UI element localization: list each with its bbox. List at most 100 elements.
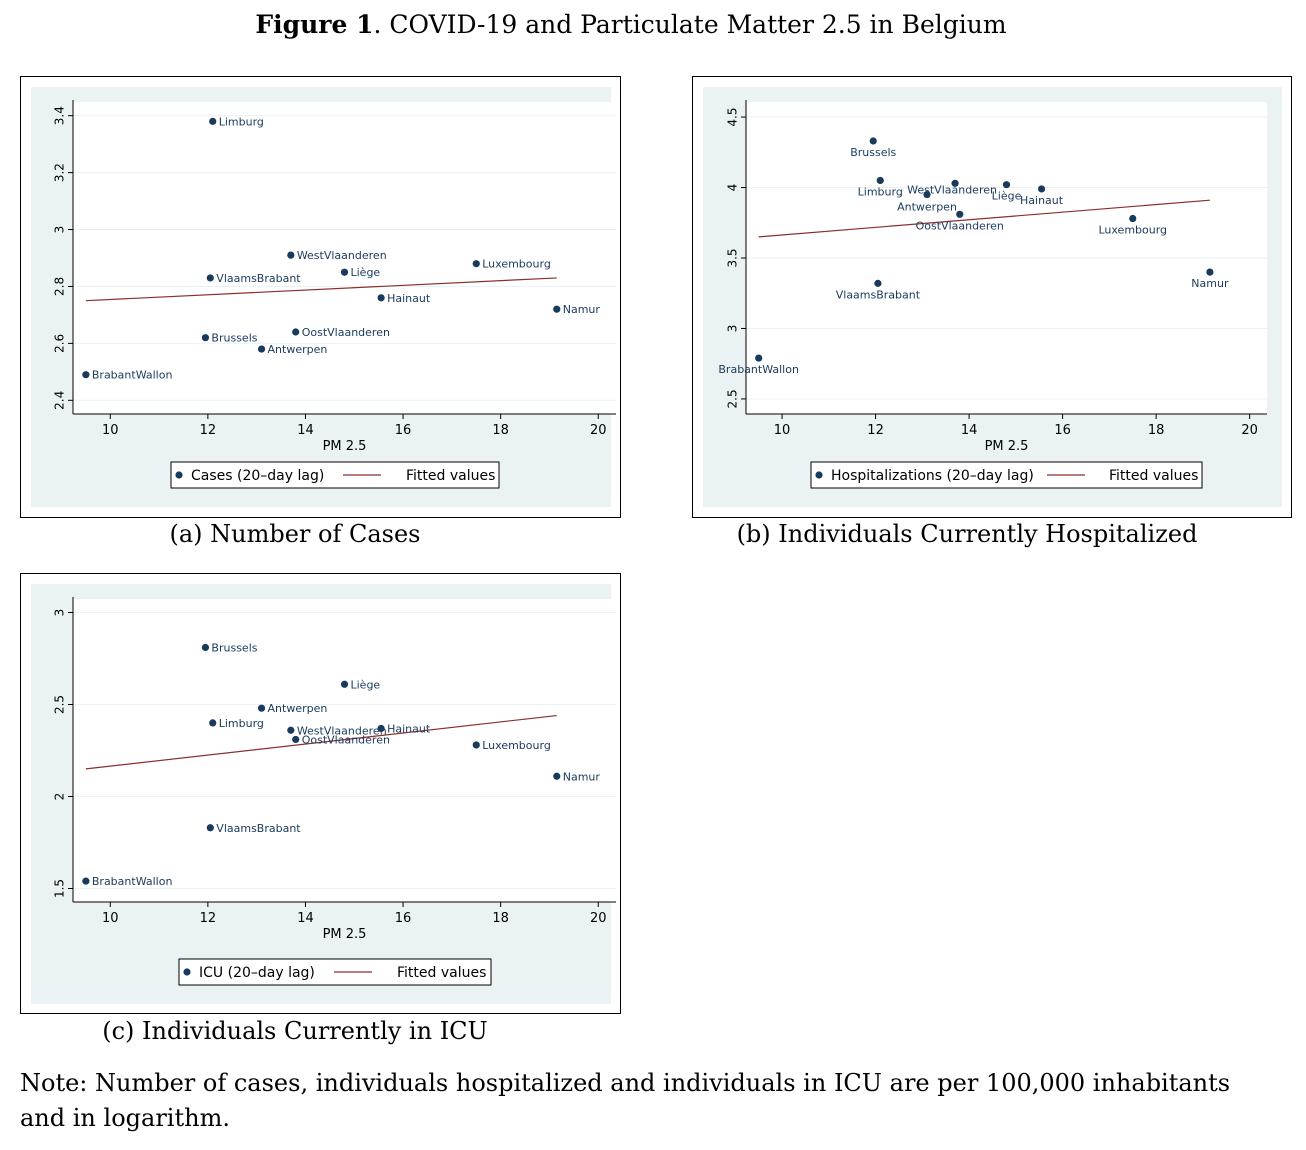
chart-b-point-limburg (876, 176, 884, 185)
chart-c-x-tick-label: 18 (492, 911, 509, 926)
chart-c-point-label: WestVlaanderen (297, 724, 387, 737)
chart-b-x-tick-label: 18 (1148, 423, 1165, 438)
chart-b-point-label: Antwerpen (897, 201, 957, 214)
chart-a-x-tick-label: 10 (102, 423, 119, 438)
chart-b-svg: 2.5 3 3.5 4 4.5 10 12 14 16 18 20 PM 2.5 Brussels Lim… (703, 87, 1282, 507)
chart-a-point-oostvlaanderen (292, 328, 300, 336)
chart-a-point-brussels (201, 334, 210, 342)
chart-c-point-brabantwallon (82, 877, 90, 885)
chart-c-point-westvlaanderen (287, 726, 295, 734)
figure-label: Figure 1 (255, 10, 374, 39)
chart-b-y-tick-label: 3 (726, 325, 740, 333)
chart-b-x-tick-label: 16 (1054, 423, 1071, 438)
chart-a-svg: 2.4 2.6 2.8 3 3.2 3.4 10 12 14 16 18 20 PM 2.5 Limbur… (31, 87, 616, 507)
chart-b-point-hainaut (1037, 185, 1046, 193)
chart-b-point-liège (1002, 181, 1011, 189)
chart-b-fitted-line (758, 199, 1210, 238)
chart-b-point-label: VlaamsBrabant (836, 288, 921, 301)
chart-a-x-tick-label: 14 (297, 423, 314, 438)
chart-a-point-brabantwallon (82, 371, 90, 379)
chart-a-point-label: Limburg (219, 115, 264, 128)
chart-b-point-label: OostVlaanderen (916, 219, 1004, 232)
chart-c-legend-marker (183, 968, 191, 976)
chart-b-point-label: Luxembourg (1098, 224, 1167, 237)
chart-a-point-antwerpen (257, 345, 266, 353)
chart-c-point-label: OostVlaanderen (302, 733, 390, 746)
chart-c-x-tick-label: 10 (102, 911, 119, 926)
chart-b-x-axis-label: PM 2.5 (985, 439, 1029, 454)
chart-a-point-label: WestVlaanderen (297, 249, 387, 262)
chart-a-x-tick-label: 20 (590, 423, 607, 438)
chart-a-legend-fit-label: Fitted values (406, 468, 495, 484)
chart-b-x-tick-label: 14 (961, 423, 978, 438)
chart-a-legend-scatter-label: Cases (20–day lag) (191, 468, 324, 484)
chart-b-y-tick-label: 4.5 (726, 108, 740, 127)
chart-a-fitted-line (85, 277, 557, 302)
chart-b-point-luxembourg (1129, 214, 1137, 223)
chart-a-x-tick-label: 12 (200, 423, 217, 438)
chart-a-point-label: VlaamsBrabant (216, 272, 301, 285)
chart-b-point-brussels (869, 137, 877, 145)
chart-c-fitted-line (85, 714, 557, 770)
chart-a-point-label: Namur (563, 303, 601, 316)
chart-b-point-label: Namur (1191, 277, 1229, 290)
chart-b-point-label: Hainaut (1020, 194, 1064, 207)
chart-b-legend-scatter-label: Hospitalizations (20–day lag) (831, 468, 1034, 484)
chart-a-y-tick-label: 3.2 (53, 163, 67, 182)
chart-c-x-tick-label: 20 (590, 911, 607, 926)
chart-b-point-oostvlaanderen (956, 210, 964, 218)
chart-b-point-vlaamsbrabant (874, 279, 882, 287)
panel-a: 2.4 2.6 2.8 3 3.2 3.4 10 12 14 16 18 20 PM 2.5 Limbur… (20, 76, 621, 518)
chart-a-legend (170, 461, 500, 489)
chart-a-point-namur (553, 305, 561, 313)
chart-c-y-tick-label: 3 (53, 609, 67, 617)
chart-a-y-tick-label: 3 (53, 226, 67, 234)
chart-c-point-antwerpen (257, 704, 266, 712)
chart-b-point-label: Limburg (858, 185, 903, 198)
chart-c-point-hainaut (377, 724, 385, 733)
chart-c-point-luxembourg (472, 741, 480, 749)
chart-b-legend-marker (815, 471, 823, 479)
chart-a-y-tick-label: 2.4 (53, 391, 67, 410)
chart-c-y-tick-label: 2 (53, 793, 67, 801)
caption-c: (c) Individuals Currently in ICU (102, 1017, 488, 1045)
panel-c: 1.5 2 2.5 3 10 12 14 16 18 20 PM 2.5 Brussels Liège A… (20, 573, 621, 1014)
chart-c-point-label: Liège (351, 678, 381, 691)
chart-c-x-tick-label: 12 (200, 911, 217, 926)
chart-a-point-liège (340, 268, 349, 276)
chart-b-x-tick-label: 12 (867, 423, 884, 438)
chart-c-point-vlaamsbrabant (206, 824, 214, 832)
chart-a-point-vlaamsbrabant (206, 274, 214, 282)
chart-b-point-label: Brussels (850, 146, 896, 159)
chart-c-x-tick-label: 16 (395, 911, 412, 926)
chart-b-x-tick-label: 20 (1241, 423, 1258, 438)
chart-a-x-tick-label: 18 (492, 423, 509, 438)
chart-a-point-label: BrabantWallon (92, 369, 173, 382)
chart-b-legend-fit-label: Fitted values (1109, 468, 1198, 484)
chart-c-point-label: Brussels (211, 641, 257, 654)
chart-b-y-tick-label: 3.5 (726, 248, 740, 267)
chart-b-y-tick-label: 4 (726, 184, 740, 192)
chart-c-point-label: Antwerpen (268, 702, 328, 715)
chart-b-point-namur (1206, 268, 1214, 276)
chart-a-point-label: Hainaut (387, 292, 431, 305)
chart-a-point-limburg (209, 117, 217, 125)
chart-c-point-limburg (209, 719, 217, 727)
chart-c-point-oostvlaanderen (292, 735, 300, 744)
chart-c-point-label: BrabantWallon (92, 875, 173, 888)
chart-c-point-label: Limburg (219, 717, 264, 730)
chart-a-y-tick-label: 2.6 (53, 334, 67, 353)
caption-a: (a) Number of Cases (169, 520, 421, 548)
chart-c-svg: 1.5 2 2.5 3 10 12 14 16 18 20 PM 2.5 Brussels Liège A… (31, 584, 616, 1004)
chart-c-point-label: VlaamsBrabant (216, 822, 301, 835)
chart-c-point-label: Namur (563, 770, 601, 783)
caption-b: (b) Individuals Currently Hospitalized (736, 520, 1198, 548)
chart-c-x-tick-label: 14 (297, 911, 314, 926)
chart-a-point-label: Antwerpen (268, 343, 328, 356)
chart-b-point-label: Liège (992, 190, 1022, 203)
chart-a-point-label: Luxembourg (482, 258, 551, 271)
chart-a-x-axis-label: PM 2.5 (323, 439, 367, 454)
chart-a-legend-marker (175, 471, 183, 479)
chart-b-point-antwerpen (923, 190, 931, 199)
chart-c-point-brussels (201, 643, 210, 652)
